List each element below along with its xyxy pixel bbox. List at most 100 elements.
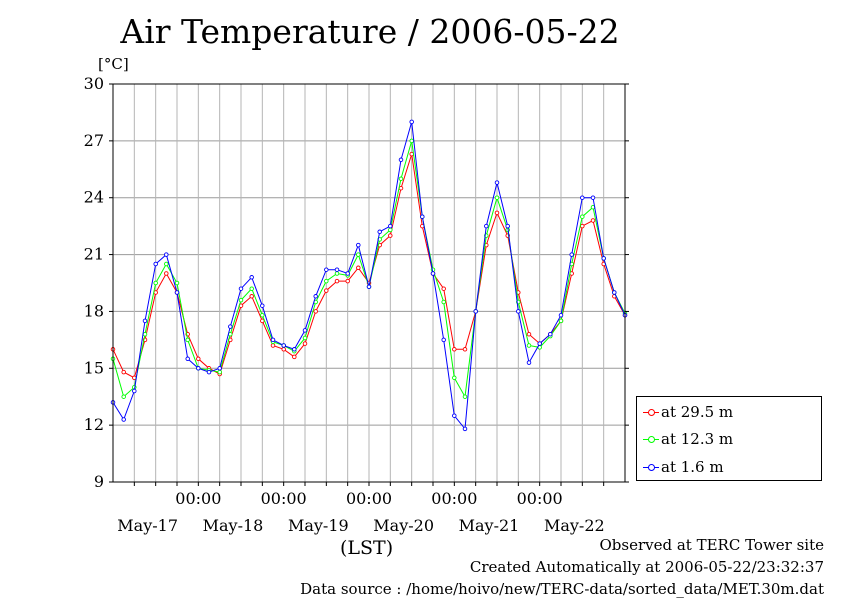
data-point	[217, 369, 222, 375]
x-axis-label: (LST)	[340, 537, 394, 559]
site-note: Observed at TERC Tower site	[599, 536, 824, 554]
data-point	[249, 286, 254, 291]
data-point	[217, 366, 222, 371]
x-time-label: 00:00	[175, 489, 221, 508]
data-point	[430, 271, 436, 276]
data-point	[388, 227, 393, 233]
y-axis-unit: [°C]	[98, 55, 129, 73]
y-tick-label: 15	[84, 358, 104, 377]
legend: at 29.5 m at 12.3 m at 1.6 m	[636, 396, 822, 481]
data-point	[366, 284, 372, 290]
data-point	[164, 252, 169, 257]
legend-item-12-3m: at 12.3 m	[637, 429, 823, 451]
data-point	[356, 242, 361, 248]
data-point	[558, 312, 564, 318]
data-point	[196, 356, 201, 362]
data-point	[356, 265, 361, 271]
data-point	[409, 138, 414, 144]
data-point	[356, 252, 361, 257]
data-point	[452, 375, 457, 381]
x-time-label: 00:00	[346, 489, 392, 508]
data-point	[270, 337, 276, 343]
data-point	[462, 394, 468, 399]
data-point	[580, 223, 585, 229]
series-3	[110, 119, 628, 432]
data-point	[537, 341, 542, 346]
data-point	[548, 331, 553, 337]
data-point	[313, 309, 318, 314]
y-tick-label: 18	[84, 301, 104, 320]
data-point	[590, 218, 596, 223]
data-point	[281, 347, 286, 352]
data-point	[526, 360, 532, 365]
data-point	[377, 229, 382, 235]
data-point	[494, 195, 500, 200]
data-point	[388, 223, 393, 229]
data-point	[185, 337, 190, 343]
data-point	[334, 271, 340, 276]
data-point	[302, 335, 308, 341]
data-point	[334, 267, 340, 272]
x-day-label: May-22	[544, 516, 605, 535]
data-point	[132, 388, 137, 394]
data-point	[249, 294, 254, 299]
x-day-label: May-19	[288, 516, 349, 535]
data-point	[601, 256, 606, 261]
data-point	[452, 413, 457, 418]
data-point	[441, 337, 446, 343]
data-point	[228, 324, 233, 329]
data-point	[526, 331, 532, 337]
legend-label: at 12.3 m	[661, 430, 734, 448]
data-point	[196, 366, 201, 371]
data-point	[462, 347, 468, 352]
data-point	[174, 290, 180, 295]
data-point	[249, 275, 254, 280]
data-point	[292, 354, 297, 360]
data-point	[238, 297, 244, 303]
data-point	[142, 331, 148, 337]
data-point	[281, 343, 286, 348]
series-layer	[110, 119, 628, 432]
legend-marker-green-circle-icon	[648, 436, 655, 443]
data-point	[324, 278, 329, 284]
data-point	[292, 347, 297, 352]
data-point	[558, 318, 564, 324]
y-tick-label: 21	[84, 245, 104, 264]
data-point	[494, 180, 500, 185]
legend-marker-blue-circle-icon	[648, 464, 655, 471]
data-point	[324, 267, 329, 272]
data-point	[153, 261, 158, 267]
data-point	[345, 278, 350, 284]
data-point	[345, 271, 350, 276]
data-point	[580, 214, 585, 219]
data-point	[324, 288, 329, 293]
y-tick-label: 9	[94, 472, 104, 491]
data-point	[441, 299, 446, 305]
data-point	[121, 417, 126, 422]
data-point	[505, 223, 510, 229]
data-point	[420, 214, 425, 219]
data-point	[398, 176, 404, 182]
data-point	[153, 280, 158, 286]
legend-marker-red-circle-icon	[648, 409, 655, 416]
grid-lines	[113, 84, 625, 482]
created-note: Created Automatically at 2006-05-22/23:3…	[469, 558, 824, 576]
data-point	[206, 369, 212, 375]
data-point	[302, 328, 308, 333]
data-point	[121, 394, 126, 399]
data-point	[441, 286, 446, 291]
data-point	[484, 223, 489, 229]
data-point	[452, 347, 457, 352]
data-point	[462, 426, 468, 432]
data-point	[185, 356, 190, 362]
x-day-label: May-21	[459, 516, 520, 535]
data-point	[590, 195, 596, 200]
data-point	[569, 252, 574, 257]
x-time-label: 00:00	[431, 489, 477, 508]
data-point	[260, 303, 265, 308]
data-point	[580, 195, 585, 200]
y-tick-label: 30	[84, 74, 104, 93]
data-point	[142, 318, 148, 324]
data-point	[334, 278, 340, 284]
data-point	[516, 309, 521, 314]
